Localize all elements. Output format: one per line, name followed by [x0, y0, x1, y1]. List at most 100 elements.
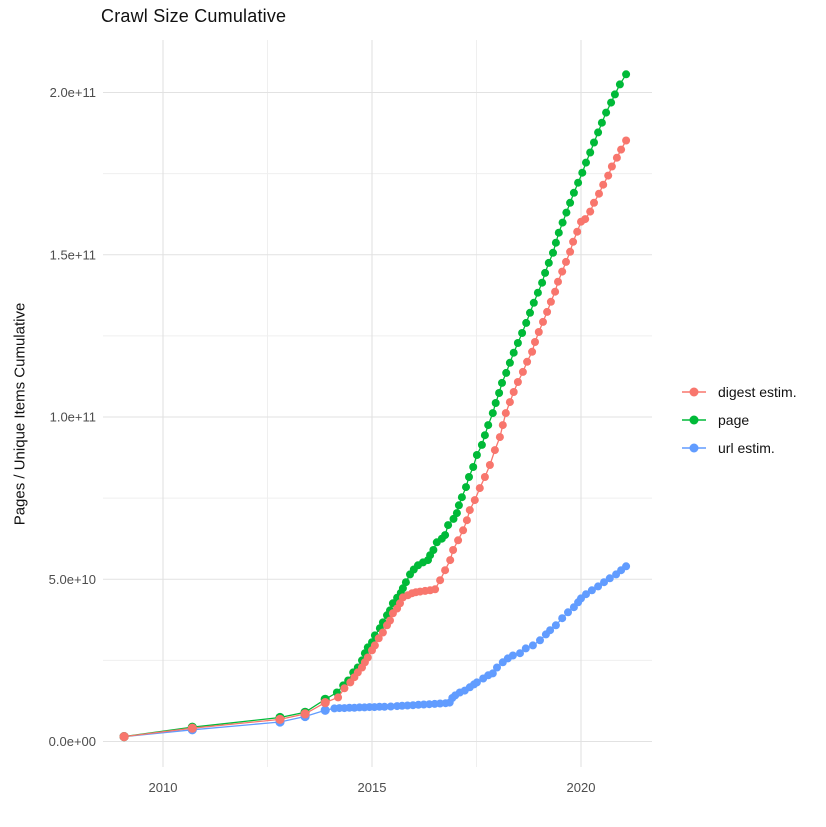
series-point-page — [488, 409, 497, 418]
series-point-url-estim- — [386, 702, 395, 711]
legend-label: page — [718, 412, 750, 428]
series-point-page — [495, 389, 504, 397]
series-point-page — [401, 578, 410, 587]
y-tick-label: 1.0e+11 — [50, 410, 96, 425]
series-point-page — [457, 493, 466, 502]
series-point-page — [441, 531, 450, 540]
series-point-url-estim- — [536, 636, 544, 645]
y-tick-label: 5.0e+10 — [49, 572, 96, 587]
series-point-page — [578, 168, 587, 177]
series-point-digest-estim- — [490, 446, 499, 455]
y-axis-title: Pages / Unique Items Cumulative — [11, 302, 29, 526]
series-point-page — [569, 188, 578, 197]
series-point-digest-estim- — [396, 599, 404, 608]
series-point-digest-estim- — [528, 347, 537, 356]
series-point-url-estim- — [380, 702, 389, 711]
series-point-page — [586, 148, 595, 157]
series-point-page — [558, 218, 567, 227]
series-point-digest-estim- — [539, 317, 547, 326]
series-point-page — [518, 329, 527, 337]
series-point-digest-estim- — [622, 136, 631, 145]
legend-item-url-estim: url estim. — [681, 434, 797, 462]
series-point-digest-estim- — [300, 709, 310, 719]
series-point-url-estim- — [622, 562, 631, 571]
series-point-url-estim- — [521, 644, 530, 653]
series-point-url-estim- — [564, 608, 572, 617]
series-point-digest-estim- — [475, 484, 484, 493]
series-point-page — [594, 128, 603, 137]
series-point-digest-estim- — [531, 338, 539, 346]
series-point-page — [615, 80, 624, 89]
series-point-page — [469, 463, 478, 471]
series-point-digest-estim- — [363, 653, 372, 662]
series-point-digest-estim- — [566, 247, 575, 256]
legend-key-digest-icon — [682, 387, 706, 397]
y-tick-label: 0.0e+00 — [49, 734, 96, 749]
legend-key-dot — [689, 387, 699, 397]
legend-key-url-icon — [682, 443, 706, 453]
series-point-page — [597, 118, 606, 127]
x-tick-label: 2020 — [567, 780, 596, 795]
series-point-page — [610, 90, 619, 99]
series-point-digest-estim- — [340, 684, 349, 693]
series-point-digest-estim- — [462, 516, 471, 525]
series-point-digest-estim- — [431, 585, 440, 594]
series-point-url-estim- — [551, 621, 560, 630]
legend-key-dot — [689, 443, 699, 453]
series-point-digest-estim- — [543, 307, 552, 316]
series-point-page — [607, 98, 616, 107]
series-point-url-estim- — [582, 590, 590, 599]
series-point-url-estim- — [320, 705, 330, 715]
series-point-page — [622, 70, 631, 79]
series-point-digest-estim- — [534, 328, 543, 336]
series-point-digest-estim- — [518, 367, 527, 376]
series-point-digest-estim- — [498, 421, 507, 430]
series-point-url-estim- — [508, 651, 517, 660]
series-point-digest-estim- — [604, 171, 613, 180]
series-point-digest-estim- — [505, 398, 514, 407]
series-point-digest-estim- — [590, 198, 598, 207]
series-point-digest-estim- — [558, 267, 567, 276]
chart-title: Crawl Size Cumulative — [101, 6, 287, 26]
legend-key-dot — [689, 415, 699, 425]
series-point-page — [566, 198, 575, 207]
series-point-digest-estim- — [465, 506, 474, 515]
x-tick-label: 2015 — [358, 780, 387, 795]
series-point-page — [509, 348, 518, 357]
series-point-digest-estim- — [470, 496, 479, 505]
series-point-digest-estim- — [459, 526, 468, 535]
series-point-page — [484, 421, 493, 430]
series-point-page — [562, 208, 571, 217]
series-point-page — [582, 158, 590, 167]
series-point-digest-estim- — [599, 180, 608, 189]
series-point-page — [472, 451, 481, 459]
series-point-digest-estim- — [586, 207, 595, 216]
series-point-digest-estim- — [569, 237, 578, 246]
series-point-digest-estim- — [454, 536, 463, 545]
series-point-digest-estim- — [607, 162, 616, 171]
series-point-digest-estim- — [378, 628, 387, 637]
series-point-page — [480, 431, 489, 440]
series-point-digest-estim- — [275, 714, 285, 725]
series-point-page — [502, 368, 511, 377]
series-point-url-estim- — [594, 582, 603, 591]
series-point-page — [505, 358, 514, 367]
series-point-page — [554, 228, 563, 237]
series-point-page — [522, 318, 531, 327]
legend-item-digest-estim: digest estim. — [681, 378, 797, 406]
series-point-page — [602, 108, 611, 117]
series-point-digest-estim- — [595, 189, 603, 198]
series-point-digest-estim- — [446, 556, 455, 565]
series-point-digest-estim- — [480, 473, 489, 481]
series-point-url-estim- — [472, 678, 481, 687]
series-point-digest-estim- — [554, 277, 562, 286]
y-tick-label: 2.0e+11 — [50, 85, 96, 100]
series-point-url-estim- — [493, 663, 501, 672]
series-point-digest-estim- — [551, 287, 560, 296]
series-point-page — [529, 298, 538, 307]
series-point-url-estim- — [546, 626, 555, 635]
series-point-url-estim- — [600, 578, 608, 587]
series-point-digest-estim- — [513, 378, 522, 386]
series-point-page — [551, 238, 560, 247]
series-point-page — [449, 514, 458, 523]
